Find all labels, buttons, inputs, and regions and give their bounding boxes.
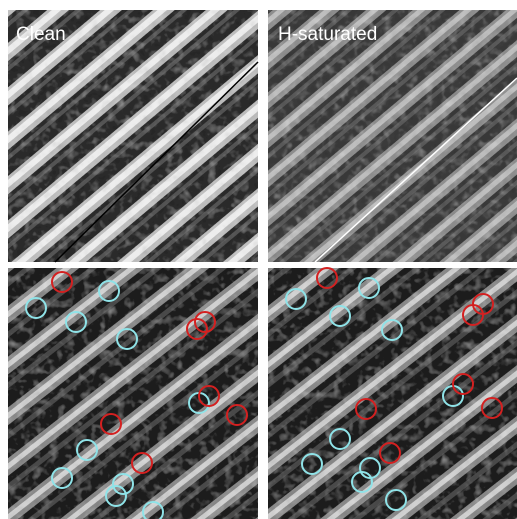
- panel-clean-defects: [8, 268, 258, 519]
- panel-clean: Clean: [8, 10, 258, 262]
- figure: Clean H-saturated: [0, 0, 517, 519]
- panel-h-saturated-defects: [268, 268, 517, 519]
- panel-label: Clean: [16, 24, 66, 45]
- panel-h-saturated: H-saturated: [268, 10, 517, 262]
- panel-label: H-saturated: [278, 24, 377, 45]
